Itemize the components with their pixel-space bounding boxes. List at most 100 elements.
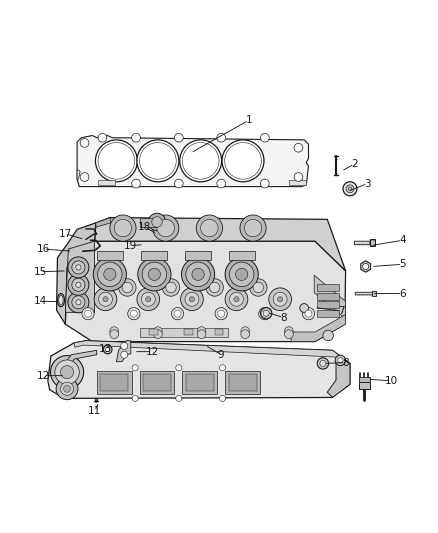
Circle shape [131, 310, 138, 317]
Circle shape [153, 327, 162, 335]
Circle shape [99, 292, 113, 306]
Circle shape [241, 327, 250, 335]
Circle shape [128, 308, 140, 320]
Text: 12: 12 [37, 370, 50, 381]
Circle shape [234, 297, 239, 302]
Circle shape [320, 360, 326, 367]
Circle shape [346, 185, 354, 193]
Circle shape [197, 327, 206, 335]
Circle shape [189, 297, 194, 302]
Circle shape [263, 310, 269, 316]
Circle shape [171, 308, 184, 320]
Circle shape [294, 173, 303, 181]
Text: 17: 17 [59, 229, 72, 239]
Circle shape [317, 358, 328, 369]
Circle shape [68, 292, 89, 313]
Circle shape [55, 360, 79, 384]
Polygon shape [317, 310, 339, 317]
Circle shape [215, 308, 227, 320]
Circle shape [80, 139, 89, 147]
Text: 7: 7 [338, 306, 345, 316]
Text: 3: 3 [364, 179, 371, 189]
Circle shape [72, 296, 85, 309]
Polygon shape [98, 180, 115, 185]
Circle shape [305, 310, 312, 317]
Circle shape [106, 348, 110, 352]
Polygon shape [229, 374, 257, 391]
Circle shape [180, 140, 222, 182]
Polygon shape [141, 251, 167, 260]
Polygon shape [95, 217, 346, 271]
Circle shape [253, 282, 264, 293]
Circle shape [261, 310, 268, 317]
Polygon shape [100, 374, 128, 391]
Text: 15: 15 [33, 266, 46, 277]
Circle shape [225, 258, 258, 291]
Text: 8: 8 [280, 312, 287, 322]
Circle shape [261, 179, 269, 188]
Circle shape [241, 330, 250, 338]
Circle shape [269, 288, 291, 311]
Circle shape [153, 330, 162, 338]
Polygon shape [141, 219, 158, 227]
Circle shape [192, 268, 204, 280]
Circle shape [98, 133, 107, 142]
Circle shape [138, 258, 171, 291]
Polygon shape [185, 251, 211, 260]
Circle shape [230, 262, 254, 287]
Circle shape [85, 310, 92, 317]
Text: 18: 18 [138, 222, 152, 232]
Text: 13: 13 [99, 344, 112, 353]
Circle shape [146, 297, 151, 302]
Circle shape [119, 279, 136, 296]
Polygon shape [291, 314, 346, 342]
Circle shape [142, 262, 166, 287]
Circle shape [121, 351, 128, 358]
Polygon shape [215, 329, 223, 335]
Polygon shape [182, 372, 217, 394]
Circle shape [82, 308, 94, 320]
Circle shape [363, 263, 369, 270]
Circle shape [132, 133, 141, 142]
Circle shape [261, 308, 272, 319]
Text: 14: 14 [33, 296, 46, 306]
Polygon shape [359, 377, 370, 382]
Circle shape [174, 310, 181, 317]
Polygon shape [370, 239, 375, 246]
Circle shape [273, 292, 287, 306]
Text: 5: 5 [399, 260, 406, 269]
Circle shape [259, 308, 271, 320]
Circle shape [132, 179, 141, 188]
Polygon shape [355, 292, 374, 295]
Text: 1: 1 [245, 115, 252, 125]
Circle shape [338, 358, 343, 363]
Text: 10: 10 [385, 376, 398, 386]
Circle shape [176, 365, 182, 371]
Circle shape [157, 220, 174, 237]
Circle shape [225, 288, 248, 311]
Circle shape [206, 279, 223, 296]
Circle shape [180, 288, 203, 311]
Circle shape [152, 215, 179, 241]
Text: 4: 4 [399, 235, 406, 245]
Circle shape [278, 297, 283, 302]
Circle shape [114, 220, 132, 237]
Circle shape [76, 300, 81, 305]
Circle shape [343, 182, 357, 196]
Polygon shape [143, 374, 171, 391]
Text: 9: 9 [218, 350, 225, 360]
Polygon shape [359, 382, 370, 389]
Circle shape [110, 215, 136, 241]
Circle shape [217, 133, 226, 142]
Polygon shape [317, 284, 339, 291]
Circle shape [80, 173, 89, 181]
Polygon shape [141, 328, 228, 337]
Polygon shape [96, 217, 111, 227]
Ellipse shape [57, 294, 64, 306]
Circle shape [72, 278, 85, 292]
Circle shape [176, 395, 182, 401]
Polygon shape [225, 372, 260, 394]
Circle shape [196, 215, 223, 241]
Circle shape [285, 327, 293, 335]
Text: 11: 11 [88, 407, 101, 416]
